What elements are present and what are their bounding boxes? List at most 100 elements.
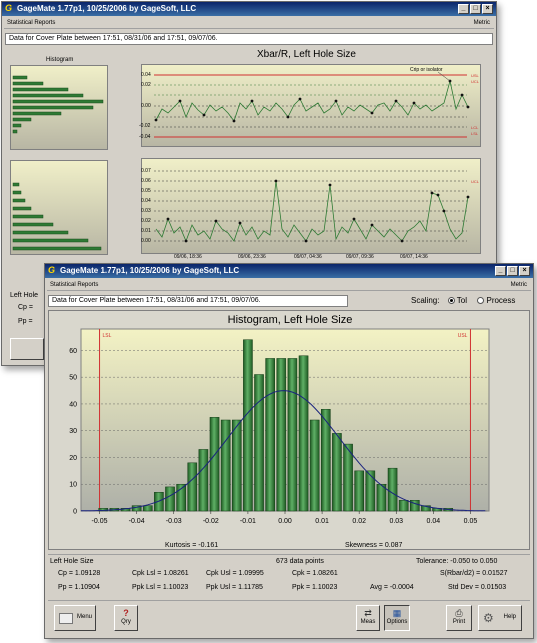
histogram-bar <box>243 339 253 512</box>
back-r-ytick: 0.05 <box>141 188 151 194</box>
histogram-bar <box>298 355 309 512</box>
menu-statistical-reports[interactable]: Statistical Reports <box>7 20 56 26</box>
measure-icon: ⇄ <box>364 608 372 618</box>
back-r-ytick: 0.07 <box>141 168 151 174</box>
back-xtick: 09/07, 09:36 <box>346 254 374 260</box>
back-menu-bar: Statistical Reports Metric <box>4 18 494 29</box>
query-button-label: Qry <box>121 619 131 625</box>
front-window-title: GageMate 1.77p1, 10/25/2006 by GageSoft,… <box>60 266 240 275</box>
query-button[interactable]: ? Qry <box>114 605 138 631</box>
stats-cpk-usl: Cpk Usl = 1.09995 <box>206 570 264 577</box>
gagemate-app-icon: G <box>5 3 13 13</box>
chart-title: Histogram, Left Hole Size <box>228 314 353 326</box>
maximize-button[interactable]: □ <box>507 266 518 276</box>
radio-selected-icon <box>447 297 455 304</box>
x-tick-label: 0.02 <box>352 518 366 525</box>
back-xbar-ytick: 0.04 <box>141 72 151 78</box>
back-r-ytick: 0.03 <box>141 208 151 214</box>
back-histogram-bottom-svg <box>12 182 102 251</box>
back-xtick: 09/06, 18:36 <box>174 254 202 260</box>
y-tick-label: 40 <box>69 401 77 408</box>
histogram-bar <box>354 470 364 512</box>
back-xtick: 09/07, 04:36 <box>294 254 322 260</box>
histogram-bar <box>343 443 353 512</box>
back-info-bar: Data for Cover Plate between 17:51, 08/3… <box>5 33 493 45</box>
help-button-label: Help <box>503 614 516 620</box>
query-icon: ? <box>123 608 129 618</box>
help-button[interactable]: ⚙ Help <box>478 605 522 631</box>
scaling-process-radio[interactable]: Process <box>477 296 515 305</box>
back-histogram-top-svg <box>12 75 104 134</box>
stats-avg: Avg = -0.0004 <box>370 584 414 591</box>
minimize-button[interactable]: _ <box>495 266 506 276</box>
back-r-chart: 0.07 0.06 0.05 0.04 0.03 0.02 0.01 0.00 … <box>141 158 481 254</box>
x-tick-label: 0.03 <box>389 518 403 525</box>
back-stats-cp: Cp = <box>18 304 33 311</box>
front-menu-bar: Statistical Reports Metric <box>47 280 531 291</box>
close-button[interactable]: × <box>519 266 530 276</box>
spec-limit-label: LSL <box>103 333 112 339</box>
measure-button[interactable]: ⇄ Meas <box>356 605 380 631</box>
stats-stddev: Std Dev = 0.01503 <box>448 584 507 591</box>
back-xtick: 09/06, 23:36 <box>238 254 266 260</box>
stats-ppk-usl: Ppk Usl = 1.11785 <box>206 584 263 591</box>
x-tick-label: -0.02 <box>203 518 219 525</box>
histogram-bar <box>376 483 387 512</box>
back-title-bar[interactable]: G GageMate 1.77p1, 10/25/2006 by GageSof… <box>2 2 496 16</box>
print-button-label: Print <box>452 619 466 625</box>
histogram-bar <box>387 467 398 512</box>
stats-ppk-lsl: Ppk Lsl = 1.10023 <box>132 584 189 591</box>
back-r-ytick: 0.02 <box>141 218 151 224</box>
histogram-bar <box>142 505 153 512</box>
back-r-ytick: 0.06 <box>141 178 151 184</box>
help-icon: ⚙ <box>483 611 494 625</box>
bottom-toolbar: Menu ? Qry ⇄ Meas ▦ Options ⎙ Print ⚙ He… <box>48 600 530 636</box>
back-histogram-bottom <box>10 160 108 255</box>
y-tick-label: 20 <box>69 455 77 462</box>
histogram-bar <box>287 358 298 512</box>
scaling-process-label: Process <box>486 296 516 305</box>
histogram-bar <box>265 358 275 512</box>
histogram-bar <box>410 500 420 512</box>
back-menu-button[interactable] <box>10 338 44 360</box>
back-stats-name: Left Hole <box>10 292 39 299</box>
menu-button[interactable]: Menu <box>54 605 96 631</box>
histogram-bar <box>176 483 186 512</box>
back-xtick: 09/07, 14:36 <box>400 254 428 260</box>
menu-statistical-reports[interactable]: Statistical Reports <box>50 282 99 288</box>
x-tick-label: 0.01 <box>315 518 329 525</box>
back-r-svg <box>154 170 470 243</box>
options-icon: ▦ <box>392 608 402 618</box>
stats-cpk: Cpk = 1.08261 <box>292 570 338 577</box>
scaling-tol-radio[interactable]: Tol <box>447 296 470 305</box>
front-info-bar: Data for Cover Plate between 17:51, 08/3… <box>48 295 348 307</box>
print-button[interactable]: ⎙ Print <box>446 605 472 631</box>
histogram-bar <box>332 433 342 512</box>
options-button[interactable]: ▦ Options <box>384 605 410 631</box>
back-annotation: Crip or isolator <box>410 67 443 73</box>
minimize-button[interactable]: _ <box>458 4 469 14</box>
front-title-bar[interactable]: G GageMate 1.77p1, 10/25/2006 by GageSof… <box>45 264 533 278</box>
back-limit-tag: UCL <box>471 179 480 184</box>
back-xbar-svg <box>154 71 470 138</box>
x-tick-label: -0.01 <box>240 518 256 525</box>
menu-icon <box>59 613 73 624</box>
stats-pp: Pp = 1.10904 <box>58 584 100 591</box>
maximize-button[interactable]: □ <box>470 4 481 14</box>
close-button[interactable]: × <box>482 4 493 14</box>
measure-button-label: Meas <box>360 619 376 625</box>
radio-unselected-icon <box>477 297 485 304</box>
histogram-bar <box>398 500 409 512</box>
histogram-bar <box>165 486 175 512</box>
histogram-bar <box>320 409 331 512</box>
back-xbar-ytick: 0.02 <box>141 82 151 88</box>
histogram-bar <box>209 417 220 512</box>
back-xbar-chart: Crip or isolator 0.04 0.02 0.00 -0.02 -0… <box>139 64 481 147</box>
gagemate-app-icon: G <box>48 265 56 275</box>
x-tick-label: -0.05 <box>92 518 108 525</box>
y-tick-label: 50 <box>69 375 77 382</box>
back-limit-tag: USL <box>471 73 479 78</box>
back-r-ytick: 0.04 <box>141 198 151 204</box>
histogram-bar <box>276 358 287 512</box>
histogram-bar <box>309 419 320 512</box>
